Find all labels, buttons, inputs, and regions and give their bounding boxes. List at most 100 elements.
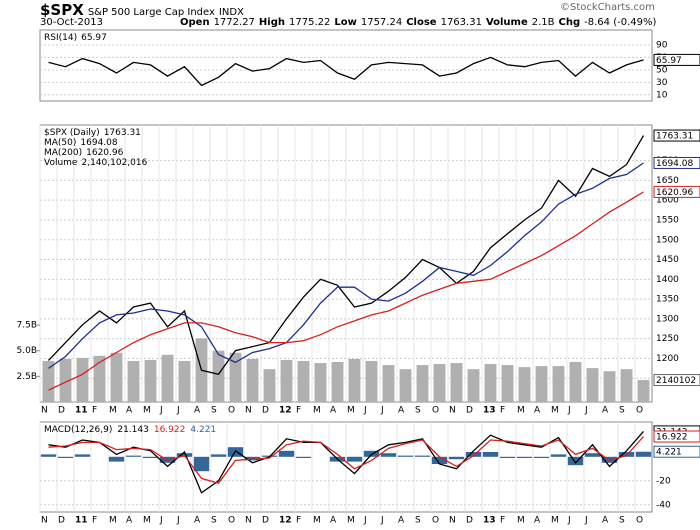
stat-label: Chg <box>558 17 581 28</box>
x-tick-label: 12 <box>279 516 292 526</box>
x-tick-label: S <box>619 516 625 526</box>
volume-bar <box>365 360 378 402</box>
x-tick-label: A <box>398 516 405 526</box>
legend-name: MA(50) <box>44 138 76 148</box>
y-tick-label: 1200 <box>656 354 679 364</box>
y-tick-label: 50 <box>656 65 668 75</box>
y-tick-label: 90 <box>656 40 668 50</box>
exchange: INDX <box>218 7 244 18</box>
x-tick-label: N <box>41 516 48 526</box>
legend-name: RSI(14) <box>44 33 77 43</box>
volume-bar <box>501 365 514 402</box>
histogram-bar <box>278 450 295 457</box>
volume-bar <box>450 363 463 402</box>
legend-entry: $SPX (Daily) 1763.31 <box>44 128 141 138</box>
panel <box>39 29 653 102</box>
stat-value: 2.1B <box>531 17 555 28</box>
legend-entry: MA(50) 1694.08 <box>44 138 118 148</box>
x-tick-label: F <box>500 516 505 526</box>
x-tick-label: M <box>347 516 355 526</box>
series-line <box>48 135 645 376</box>
x-tick-label: F <box>500 406 505 416</box>
histogram-bar <box>40 454 57 457</box>
value-tag: 1763.31 <box>656 132 693 142</box>
x-tick-label: S <box>211 516 217 526</box>
volume-bar <box>280 359 293 402</box>
volume-bar <box>484 364 497 402</box>
legend-value: 16.922 <box>154 425 186 435</box>
x-tick-label: J <box>380 406 384 416</box>
histogram-bar <box>550 454 567 457</box>
volume-bar <box>535 366 548 402</box>
y-tick-label: 1300 <box>656 314 679 324</box>
x-tick-label: M <box>551 406 559 416</box>
x-tick-label: O <box>432 406 439 416</box>
volume-bar <box>229 352 242 402</box>
x-tick-label: J <box>380 516 384 526</box>
x-tick-label: O <box>636 406 643 416</box>
x-tick-label: A <box>194 406 201 416</box>
stat-label: Open <box>180 17 210 28</box>
stats: Open 1772.27 High 1775.22 Low 1757.24 Close 176… <box>180 17 660 28</box>
x-tick-label: M <box>109 516 117 526</box>
legend-value: 21.143 <box>117 425 149 435</box>
histogram-bar <box>635 451 652 457</box>
volume-tick-label: 7.5B <box>17 321 38 331</box>
x-tick-label: N <box>245 406 252 416</box>
x-tick-label: J <box>159 516 163 526</box>
legend-name: MA(200) <box>44 148 82 158</box>
histogram-bar <box>431 456 448 464</box>
histogram-bar <box>397 455 414 457</box>
x-tick-label: S <box>415 406 421 416</box>
histogram-bar <box>74 454 91 457</box>
x-tick-label: D <box>466 516 473 526</box>
y-tick-label: 1250 <box>656 334 679 344</box>
x-tick-label: J <box>363 406 367 416</box>
volume-bar <box>382 365 395 402</box>
x-tick-label: M <box>551 516 559 526</box>
x-tick-label: N <box>41 406 48 416</box>
legend-name: MACD(12,26,9) <box>44 425 112 435</box>
stat-value: 1757.24 <box>360 17 403 28</box>
volume-bar <box>110 352 123 402</box>
legend-entry: RSI(14) 65.97 <box>44 33 107 43</box>
volume-bar <box>518 367 531 402</box>
x-tick-label: M <box>517 406 525 416</box>
volume-bar <box>586 368 599 402</box>
histogram-bar <box>295 456 312 458</box>
x-tick-label: 13 <box>483 516 496 526</box>
x-tick-label: O <box>432 516 439 526</box>
value-tag: 1694.08 <box>656 159 693 169</box>
volume-bar <box>263 369 276 402</box>
y-tick-label: -20 <box>656 476 671 486</box>
x-tick-label: D <box>58 406 65 416</box>
x-tick-label: F <box>92 406 97 416</box>
histogram-bar <box>380 453 397 457</box>
histogram-bar <box>193 456 210 472</box>
x-tick-label: A <box>126 406 133 416</box>
header-title: $SPX S&P 500 Large Cap Index INDX <box>40 1 248 19</box>
x-tick-label: D <box>58 516 65 526</box>
stat-value: -8.64 (-0.49%) <box>584 17 657 28</box>
legend-value: 2,140,102,016 <box>81 158 147 168</box>
stat-label: Volume <box>485 17 528 28</box>
x-tick-label: J <box>363 516 367 526</box>
x-tick-label: A <box>330 406 337 416</box>
x-tick-label: M <box>143 406 151 416</box>
value-tag: 16.922 <box>656 432 688 442</box>
y-tick-label: 10 <box>656 90 668 100</box>
volume-bar <box>178 360 191 402</box>
value-tag: 2140102 <box>656 376 696 386</box>
x-tick-label: D <box>262 516 269 526</box>
x-tick-label: 11 <box>75 516 88 526</box>
x-tick-label: J <box>176 406 180 416</box>
x-tick-label: M <box>109 406 117 416</box>
volume-tick-label: 2.5B <box>17 372 38 382</box>
x-tick-label: J <box>567 406 571 416</box>
legend-entry: MA(200) 1620.96 <box>44 148 124 158</box>
histogram-bar <box>448 456 465 460</box>
stat-label: Close <box>406 17 437 28</box>
legend-value: 4.221 <box>190 425 216 435</box>
y-tick-label: 1350 <box>656 295 679 305</box>
